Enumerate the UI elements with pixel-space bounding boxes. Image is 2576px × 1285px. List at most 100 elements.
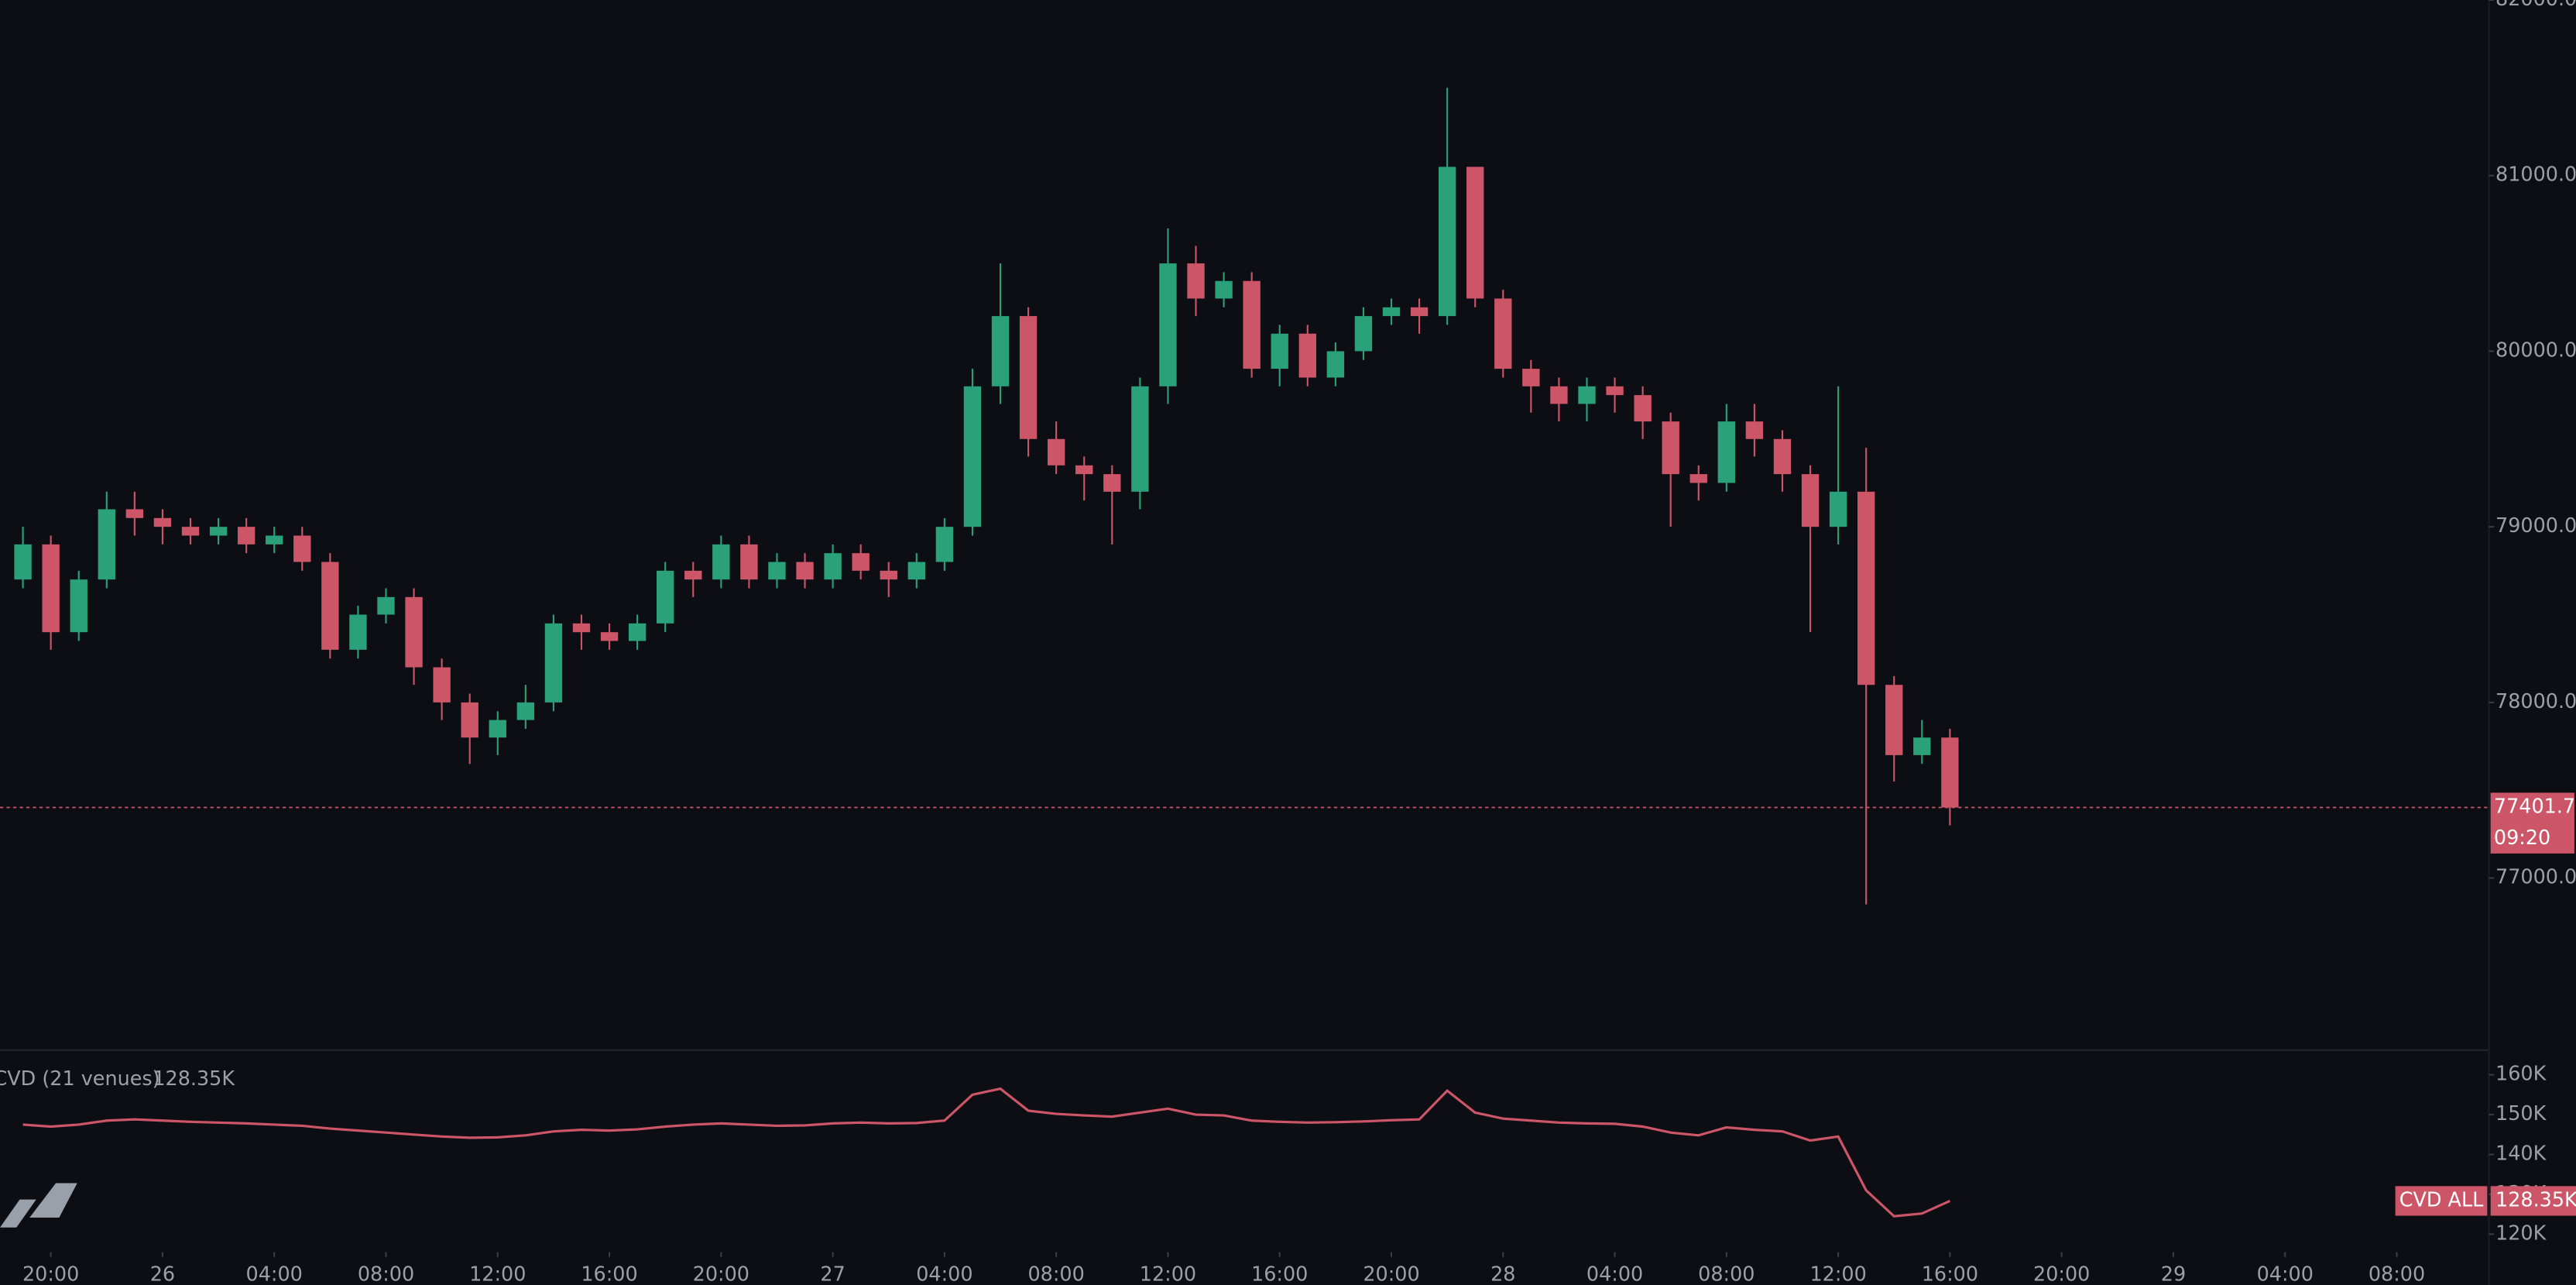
y-tick-label: 81000.0 <box>2495 163 2576 187</box>
candle-body <box>70 579 87 633</box>
candle-body <box>516 702 535 720</box>
y-tick-label: 80000.0 <box>2495 338 2576 362</box>
candle-body <box>461 702 478 738</box>
series-name-box <box>2395 1186 2488 1216</box>
candle-body <box>1243 280 1261 369</box>
candle-body <box>1606 386 1624 396</box>
candle-body <box>1271 333 1288 369</box>
last-price-label: 77401.7 <box>2494 795 2575 819</box>
candle-body <box>1773 438 1792 475</box>
candle-body <box>125 509 144 518</box>
candle-body <box>153 517 172 527</box>
x-tick-label: 16:00 <box>1251 1263 1308 1285</box>
candle-body <box>14 544 32 580</box>
x-tick-label: 08:00 <box>1028 1263 1085 1285</box>
x-tick-label: 26 <box>150 1263 175 1285</box>
candle-body <box>1857 491 1875 685</box>
candle-body <box>740 544 758 580</box>
candle-body <box>42 544 60 633</box>
candle-body <box>181 527 200 536</box>
x-tick-label: 04:00 <box>2257 1263 2314 1285</box>
candle-body <box>628 623 647 641</box>
candle-body <box>907 562 925 580</box>
series-name: CVD ALL <box>2399 1188 2484 1211</box>
last-value-box <box>2490 1186 2576 1216</box>
candle-body <box>1578 386 1596 404</box>
y-tick-label: 82000.0 <box>2495 0 2576 11</box>
candle-body <box>963 386 982 527</box>
candle-body <box>321 562 339 650</box>
candle-body <box>266 535 283 545</box>
candle-body <box>1438 167 1456 317</box>
candle-body <box>1522 369 1540 387</box>
x-tick-label: 20:00 <box>693 1263 749 1285</box>
candle-body <box>991 316 1010 387</box>
logo <box>0 1183 77 1228</box>
candle-body <box>1382 307 1401 317</box>
candle-body <box>1913 737 1931 755</box>
candle-body <box>1885 685 1903 755</box>
y-tick-label: 140K <box>2495 1142 2547 1166</box>
y-tick-label: 120K <box>2495 1221 2547 1245</box>
candle-body <box>1410 307 1429 317</box>
x-tick-label: 20:00 <box>22 1263 79 1285</box>
logo-part <box>0 1199 36 1228</box>
x-tick-label: 16:00 <box>581 1263 637 1285</box>
y-tick-label: 79000.0 <box>2495 514 2576 538</box>
x-tick-label: 27 <box>820 1263 845 1285</box>
x-tick-label: 20:00 <box>1363 1263 1419 1285</box>
candle-body <box>935 527 954 562</box>
x-tick-label: 29 <box>2161 1263 2186 1285</box>
candle-body <box>1745 421 1764 439</box>
candle-body <box>1466 167 1484 299</box>
x-tick-label: 08:00 <box>1698 1263 1754 1285</box>
x-tick-label: 16:00 <box>1922 1263 1978 1285</box>
x-tick-label: 08:00 <box>2368 1263 2425 1285</box>
candle-body <box>209 527 228 536</box>
candle-body <box>349 614 367 650</box>
candle-body <box>1047 438 1065 466</box>
y-tick-label: 77000.0 <box>2495 866 2576 889</box>
candle-body <box>1187 263 1205 299</box>
candle-body <box>1103 474 1121 492</box>
candle-body <box>1494 298 1512 369</box>
last-price-box <box>2490 792 2574 854</box>
candle-body <box>796 562 814 580</box>
candle-body <box>852 553 870 571</box>
logo-part <box>29 1183 77 1218</box>
x-tick-label: 04:00 <box>916 1263 972 1285</box>
candle-body <box>377 596 395 615</box>
candle-body <box>405 596 423 668</box>
cvd-last-value: 128.35K <box>153 1067 235 1091</box>
x-tick-label: 12:00 <box>1809 1263 1866 1285</box>
candle-body <box>600 632 619 641</box>
candle-body <box>433 667 451 703</box>
candle-body <box>98 509 115 580</box>
candle-body <box>1829 491 1847 527</box>
countdown-label: 09:20 <box>2494 826 2550 850</box>
candle-body <box>1717 421 1736 483</box>
candle-body <box>684 570 702 580</box>
x-tick-label: 28 <box>1490 1263 1515 1285</box>
y-tick-label: 150K <box>2495 1102 2547 1125</box>
cvd-line <box>22 1087 1951 1218</box>
candle-body <box>1550 386 1568 404</box>
candle-body <box>1075 465 1093 475</box>
candle-body <box>824 553 842 580</box>
candle-body <box>1801 474 1820 527</box>
candle-body <box>1019 316 1038 439</box>
x-tick-label: 12:00 <box>1140 1263 1196 1285</box>
candle-body <box>712 544 730 580</box>
x-tick-label: 04:00 <box>246 1263 303 1285</box>
candle-body <box>572 623 591 633</box>
candle-body <box>1215 280 1233 299</box>
cvd-title: CVD (21 venues) <box>0 1067 160 1091</box>
candle-body <box>880 570 897 580</box>
last-value-label: 128.35K <box>2495 1188 2576 1211</box>
candle-body <box>544 623 563 703</box>
x-tick-label: 12:00 <box>469 1263 526 1285</box>
y-tick-label: 160K <box>2495 1063 2547 1086</box>
x-tick-label: 08:00 <box>358 1263 414 1285</box>
